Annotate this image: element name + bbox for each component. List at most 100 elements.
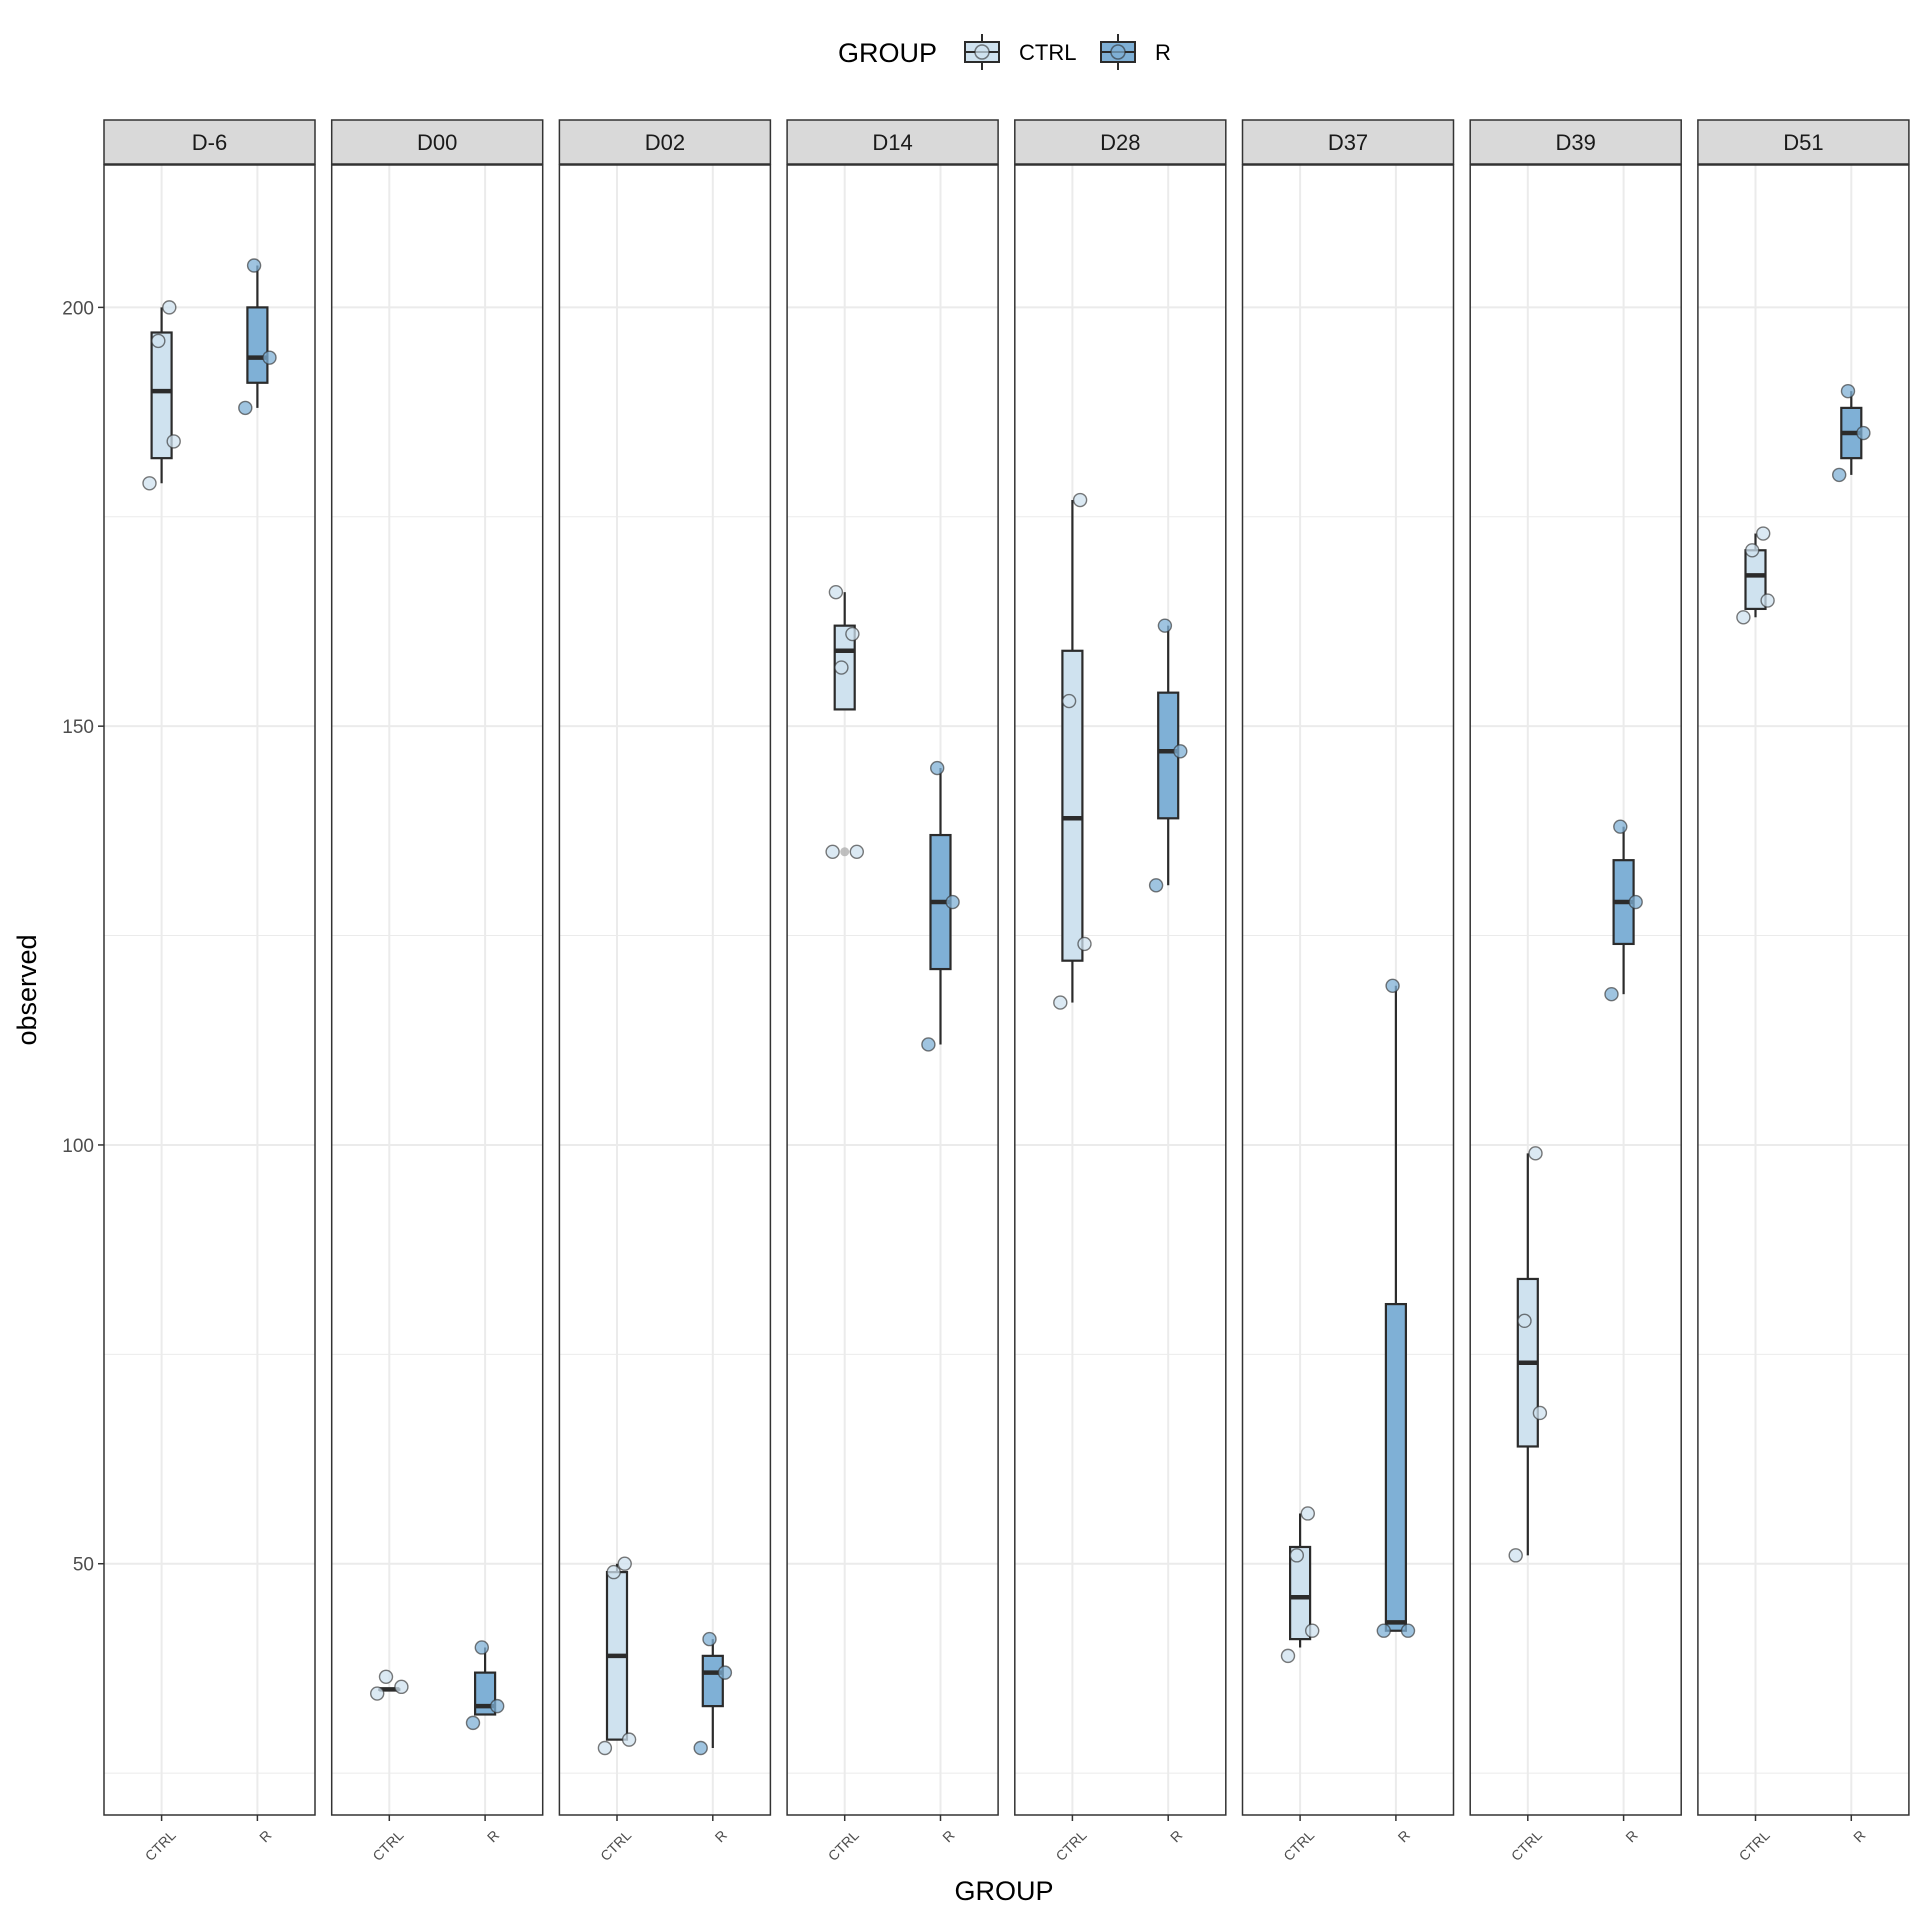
x-tick-label: R: [256, 1827, 274, 1845]
data-point: [825, 844, 840, 860]
panel-background: [1242, 165, 1454, 1815]
facet-strip: [330, 119, 544, 165]
x-tick-label: R: [1167, 1827, 1185, 1845]
data-point: [1289, 1548, 1305, 1563]
legend-key-r: R: [1100, 34, 1171, 70]
facet-strip-label: D51: [1783, 130, 1823, 155]
panel-background: [1014, 165, 1226, 1815]
x-tick-label: CTRL: [1508, 1827, 1545, 1864]
box-ctrl: [1736, 526, 1775, 625]
data-point: [151, 333, 166, 349]
facet-d28: D28 CTRL R: [1014, 119, 1227, 1864]
facet-strip-label: D39: [1556, 130, 1596, 155]
data-point: [828, 584, 844, 600]
data-point: [1756, 526, 1771, 541]
facet-d00: D00 CTRL R: [330, 119, 544, 1864]
box-r: [1604, 819, 1643, 1002]
facet-d-6: D-6 CTRL R: [103, 119, 316, 1864]
x-tick-label: R: [1395, 1827, 1413, 1845]
data-point: [1508, 1548, 1523, 1563]
facet-panels: D-6 CTRL R D00 CTRL R D02 CTRL R D14 CTRL R D28 CTRL R…: [103, 119, 1910, 1864]
x-tick-label: CTRL: [1280, 1827, 1317, 1864]
facet-strip: [558, 119, 772, 165]
legend-label-r: R: [1155, 40, 1171, 65]
panel-background: [787, 165, 999, 1815]
box-iqr: [246, 306, 269, 384]
box-iqr: [1061, 649, 1084, 962]
legend-title: GROUP: [838, 38, 937, 68]
data-point: [1528, 1146, 1543, 1161]
legend-key-point: [1110, 44, 1126, 60]
data-point: [1385, 978, 1400, 994]
x-tick-label: CTRL: [1736, 1827, 1773, 1864]
data-point: [238, 400, 253, 416]
legend-key-ctrl: CTRL: [964, 34, 1076, 70]
x-tick-label: CTRL: [369, 1827, 406, 1864]
panel-border: [1469, 164, 1682, 1816]
data-point: [1072, 492, 1088, 508]
data-point: [1061, 693, 1077, 709]
data-point: [1077, 936, 1092, 952]
data-point: [621, 1732, 637, 1747]
facet-strip: [103, 119, 316, 165]
facet-d14: D14 CTRL R: [786, 119, 999, 1864]
data-point: [1053, 995, 1068, 1010]
box-r: [1148, 618, 1188, 893]
box-ctrl: [1280, 1506, 1320, 1664]
data-point: [1376, 1623, 1391, 1638]
x-tick-label: R: [1622, 1827, 1640, 1845]
box-ctrl: [597, 1556, 637, 1756]
box-ctrl: [142, 300, 181, 491]
box-iqr: [1289, 1545, 1312, 1641]
x-tick-label: CTRL: [825, 1827, 862, 1864]
data-point: [394, 1679, 409, 1695]
facet-strip-label: D-6: [192, 130, 227, 155]
y-tick-label: 50: [73, 1555, 94, 1576]
data-point: [166, 434, 181, 449]
data-point: [1148, 878, 1164, 893]
data-point: [489, 1698, 505, 1714]
data-point: [378, 1669, 394, 1685]
data-point: [1831, 467, 1847, 483]
x-tick-label: R: [712, 1827, 730, 1845]
x-tick-label: CTRL: [142, 1827, 179, 1864]
data-point: [1840, 383, 1856, 399]
data-point: [1517, 1313, 1532, 1329]
data-point: [1305, 1623, 1320, 1638]
panel-border: [1697, 164, 1910, 1816]
y-tick-label: 100: [62, 1136, 94, 1157]
data-point: [162, 300, 177, 315]
box-r: [238, 258, 277, 416]
data-point: [617, 1556, 632, 1571]
facet-d51: D51 CTRL R: [1697, 119, 1910, 1864]
x-tick-label: R: [939, 1827, 957, 1845]
data-point: [1736, 610, 1751, 625]
box-r: [465, 1640, 505, 1731]
x-tick-label: R: [1850, 1827, 1868, 1845]
x-axis-title: GROUP: [954, 1876, 1053, 1906]
facet-strip: [786, 119, 999, 165]
data-point: [606, 1564, 621, 1580]
box-r: [1831, 383, 1871, 483]
data-point: [246, 258, 262, 273]
data-point: [717, 1665, 733, 1680]
panel-border: [1241, 164, 1455, 1816]
outlier-point: [840, 847, 850, 857]
y-axis: 50 100 150 200: [62, 298, 104, 1576]
box-ctrl: [1053, 492, 1092, 1010]
data-point: [929, 760, 945, 776]
facet-strip-label: D00: [417, 130, 457, 155]
panel-border: [1014, 164, 1227, 1816]
box-ctrl: [825, 584, 865, 860]
data-point: [1173, 744, 1188, 759]
y-tick-label: 200: [62, 298, 94, 319]
box-iqr: [701, 1654, 724, 1708]
facet-strip-label: D02: [645, 130, 685, 155]
data-point: [262, 350, 277, 365]
data-point: [1745, 543, 1760, 558]
data-point: [693, 1740, 708, 1756]
panel-background: [331, 165, 543, 1815]
data-point: [142, 476, 157, 491]
data-point: [597, 1740, 613, 1756]
